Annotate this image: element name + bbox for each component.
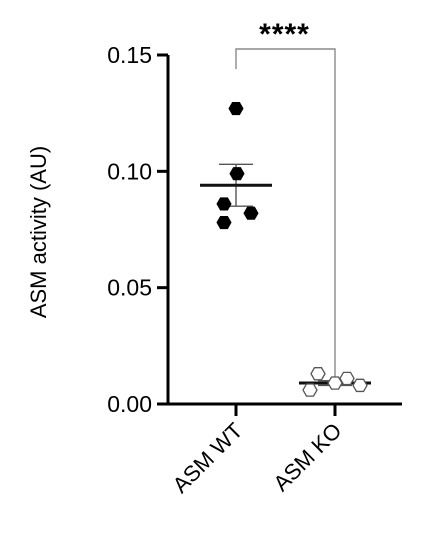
data-point	[302, 383, 318, 397]
y-axis-label: ASM activity (AU)	[26, 146, 51, 318]
data-point	[310, 367, 326, 381]
data-point	[216, 197, 232, 211]
y-tick-label: 0.10	[107, 158, 152, 184]
data-points	[216, 101, 368, 397]
significance-bracket	[235, 48, 336, 380]
data-point	[216, 215, 232, 230]
x-category-label: ASM KO	[268, 418, 346, 496]
data-point	[229, 167, 245, 181]
y-ticks: 0.00 0.05 0.10 0.15	[107, 42, 168, 417]
y-tick-label: 0.05	[107, 275, 152, 301]
x-categories: ASM WT ASM KO	[168, 404, 347, 498]
y-tick-label: 0.15	[107, 42, 152, 68]
data-point	[228, 101, 244, 116]
x-category-label: ASM WT	[168, 418, 248, 498]
data-point	[352, 378, 368, 393]
significance-label: ****	[259, 18, 310, 51]
data-point	[243, 206, 259, 220]
y-tick-label: 0.00	[107, 391, 152, 417]
significance-annotation: ****	[235, 18, 336, 380]
data-point	[327, 376, 343, 390]
